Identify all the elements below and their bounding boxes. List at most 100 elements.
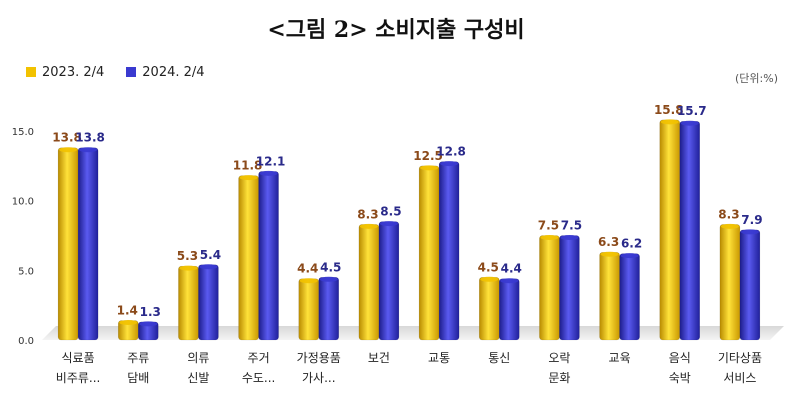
bar-top-cap — [139, 321, 158, 327]
data-label-2024: 15.7 — [677, 104, 707, 118]
bar-top-cap — [299, 278, 318, 284]
bar-2024 — [198, 264, 219, 341]
bar-2024 — [258, 171, 279, 341]
x-category-label: 의류 — [187, 351, 209, 365]
bar-top-cap — [199, 264, 218, 270]
data-label-2023: 8.3 — [357, 207, 378, 221]
x-category-label: 보건 — [368, 351, 390, 365]
bar-top-cap — [480, 276, 499, 282]
x-category-label: 오락 — [548, 351, 570, 365]
x-category-label: 교육 — [609, 351, 631, 365]
bar-top-cap — [740, 229, 759, 235]
data-label-2024: 6.2 — [621, 237, 642, 251]
bar-2024 — [499, 278, 520, 341]
data-label-2024: 12.1 — [256, 154, 286, 168]
x-category-label: 통신 — [488, 351, 510, 365]
data-label-2023: 5.3 — [177, 249, 198, 263]
data-label-2024: 7.5 — [561, 219, 582, 233]
bar-top-cap — [119, 319, 138, 325]
bar-2023 — [659, 119, 680, 341]
data-label-2023: 8.3 — [718, 207, 739, 221]
data-label-2024: 4.5 — [320, 260, 341, 274]
chart-floor — [42, 326, 784, 340]
x-category-label: 숙박 — [669, 371, 691, 385]
unit-label: (단위:%) — [735, 72, 778, 85]
x-category-label: 주거 — [248, 351, 270, 365]
bar-top-cap — [420, 165, 439, 171]
legend-item-2024: 2024. 2/4 — [126, 64, 205, 80]
x-category-label: 가정용품 — [297, 351, 341, 365]
bar-top-cap — [440, 161, 459, 167]
x-category-label: 신발 — [187, 371, 209, 385]
bar-top-cap — [600, 251, 619, 257]
bar-2023 — [178, 265, 199, 341]
data-label-2024: 5.4 — [200, 248, 221, 262]
data-label-2023: 6.3 — [598, 235, 619, 249]
bar-2024 — [619, 253, 640, 341]
bar-2024 — [318, 277, 339, 341]
legend-label-2024: 2024. 2/4 — [142, 64, 205, 80]
y-tick-label: 0.0 — [18, 336, 34, 347]
data-label-2023: 7.5 — [538, 219, 559, 233]
legend-item-2023: 2023. 2/4 — [26, 65, 104, 80]
data-label-2024: 7.9 — [741, 213, 762, 227]
x-category-label: 식료품 — [62, 351, 95, 365]
bar-top-cap — [720, 223, 739, 229]
bar-top-cap — [319, 276, 338, 282]
x-category-label: 교통 — [428, 351, 450, 365]
bar-top-cap — [620, 253, 639, 259]
bar-top-cap — [379, 221, 398, 227]
x-category-label: 주류 — [127, 351, 149, 365]
y-tick-label: 15.0 — [12, 127, 34, 138]
bar-top-cap — [660, 119, 679, 125]
x-category-label: 음식 — [669, 351, 691, 365]
chart-title: <그림 2> 소비지출 구성비 — [267, 17, 525, 43]
bar-top-cap — [239, 175, 258, 181]
bar-2023 — [539, 235, 560, 341]
data-label-2024: 12.8 — [436, 145, 466, 159]
bar-top-cap — [540, 235, 559, 240]
data-label-2023: 12.5 — [413, 149, 443, 163]
bar-2023 — [358, 224, 380, 341]
y-tick-label: 5.0 — [18, 266, 34, 277]
data-label-2023: 11.8 — [233, 159, 263, 173]
bar-2023 — [418, 165, 440, 341]
data-label-2023: 1.4 — [117, 303, 138, 317]
bar-top-cap — [179, 265, 198, 271]
bar-2024 — [378, 221, 400, 341]
bar-top-cap — [500, 278, 519, 284]
legend: 2023. 2/4 2024. 2/4 — [26, 64, 227, 80]
bar-2024 — [77, 147, 99, 341]
data-label-2024: 13.8 — [75, 131, 105, 145]
bar-2024 — [679, 120, 700, 341]
data-label-2024: 1.3 — [140, 305, 161, 319]
y-tick-label: 10.0 — [12, 197, 34, 208]
bar-2023 — [298, 278, 319, 341]
bar-2024 — [559, 235, 580, 341]
bar-2023 — [599, 251, 620, 341]
bar-top-cap — [680, 120, 699, 126]
bar-2024 — [739, 229, 761, 341]
x-category-label: 가사... — [302, 371, 336, 385]
x-category-label: 수도... — [242, 371, 276, 385]
bar-top-cap — [59, 147, 78, 153]
bar-top-cap — [560, 235, 579, 240]
data-label-2024: 8.5 — [380, 205, 401, 219]
legend-swatch-2024 — [126, 67, 137, 77]
data-label-2023: 4.5 — [478, 260, 499, 274]
bar-2023 — [238, 175, 259, 341]
data-label-2023: 4.4 — [297, 262, 318, 276]
legend-swatch-2023 — [26, 67, 36, 77]
legend-label-2023: 2023. 2/4 — [42, 64, 105, 80]
bar-2023 — [57, 147, 79, 341]
data-label-2023: 13.8 — [52, 131, 82, 145]
bar-top-cap — [259, 170, 278, 176]
data-label-2023: 15.8 — [654, 103, 684, 117]
x-category-label: 서비스 — [723, 371, 756, 385]
x-category-label: 비주류... — [56, 371, 101, 385]
bar-2024 — [438, 161, 460, 341]
bar-2023 — [479, 277, 500, 341]
bar-top-cap — [79, 147, 98, 153]
bar-2023 — [719, 224, 741, 341]
